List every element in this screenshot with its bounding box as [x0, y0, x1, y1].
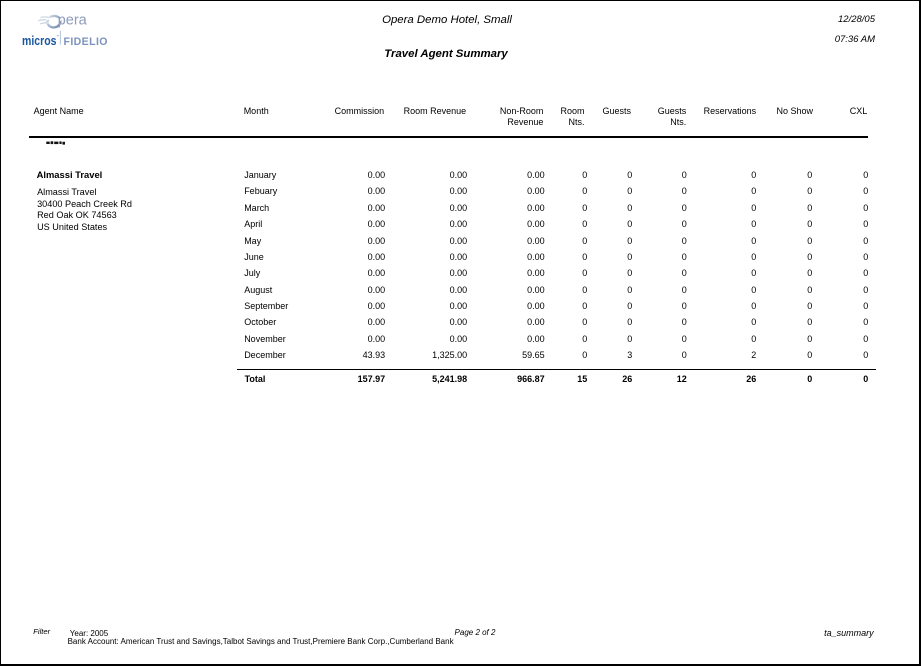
svg-text:pera: pera — [58, 13, 88, 29]
svg-text:FIDELIO: FIDELIO — [64, 36, 108, 48]
svg-text:micros: micros — [22, 33, 57, 48]
